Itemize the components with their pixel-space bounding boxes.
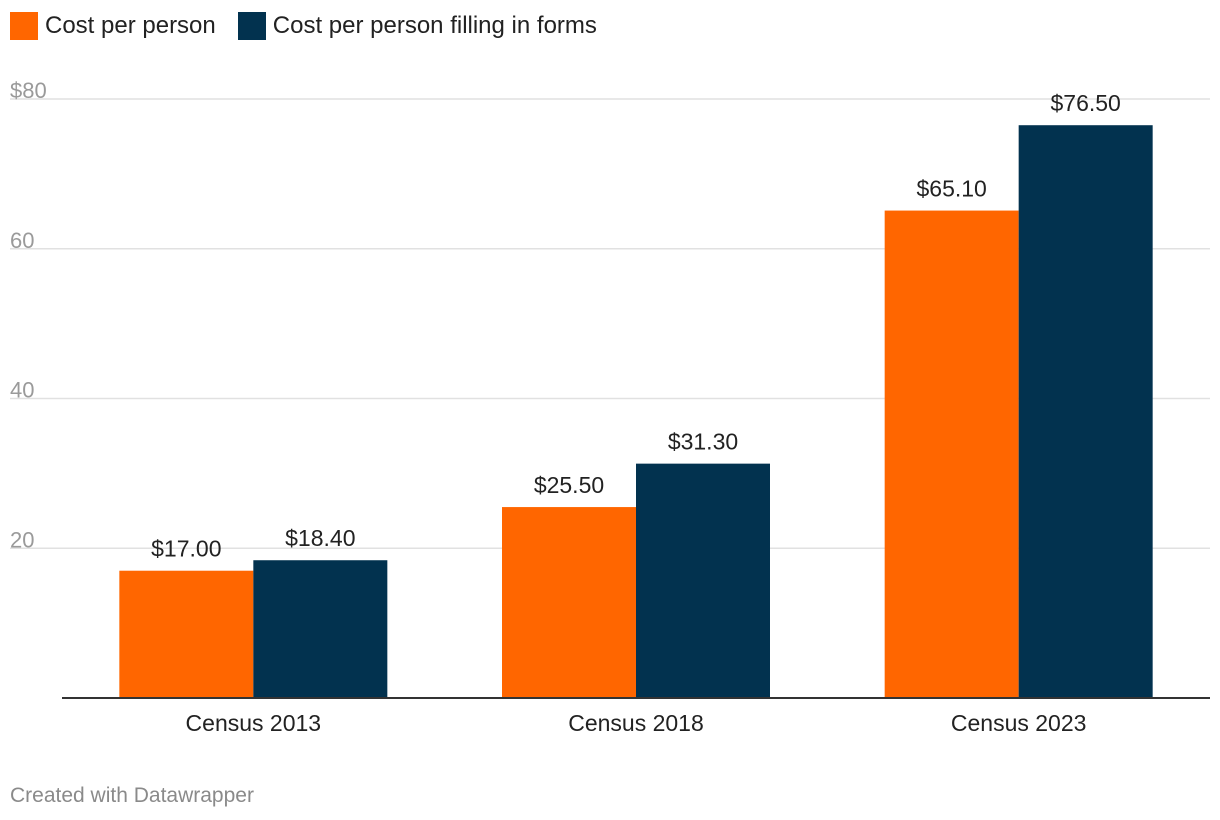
bar (636, 463, 770, 698)
bar-value-label: $18.40 (285, 525, 355, 551)
chart-legend: Cost per person Cost per person filling … (10, 12, 619, 40)
bar-value-label: $17.00 (151, 536, 221, 562)
bar (502, 507, 636, 698)
legend-swatch-cost-per-person (10, 12, 38, 40)
bar (1018, 125, 1153, 699)
bar-value-label: $65.10 (916, 176, 986, 202)
legend-item-cost-filling-forms: Cost per person filling in forms (237, 12, 597, 40)
bar (884, 210, 1019, 698)
y-tick-label: 60 (10, 228, 34, 253)
x-tick-label: Census 2023 (951, 710, 1087, 736)
legend-label-cost-filling-forms: Cost per person filling in forms (272, 12, 597, 39)
x-tick-label: Census 2018 (568, 710, 704, 736)
bar-value-label: $31.30 (668, 429, 738, 455)
footer-credit: Created with Datawrapper (10, 784, 254, 807)
bar-value-label: $25.50 (534, 472, 604, 498)
y-tick-label: 40 (10, 378, 34, 403)
x-tick-label: Census 2013 (186, 710, 322, 736)
bar (253, 560, 388, 698)
legend-label-cost-per-person: Cost per person (45, 12, 216, 39)
bar (119, 570, 254, 698)
legend-swatch-cost-filling-forms (237, 12, 266, 40)
y-tick-label: $80 (10, 78, 47, 103)
legend-item-cost-per-person: Cost per person (10, 12, 216, 40)
bar-value-label: $76.50 (1050, 90, 1120, 116)
y-tick-label: 20 (10, 527, 34, 552)
